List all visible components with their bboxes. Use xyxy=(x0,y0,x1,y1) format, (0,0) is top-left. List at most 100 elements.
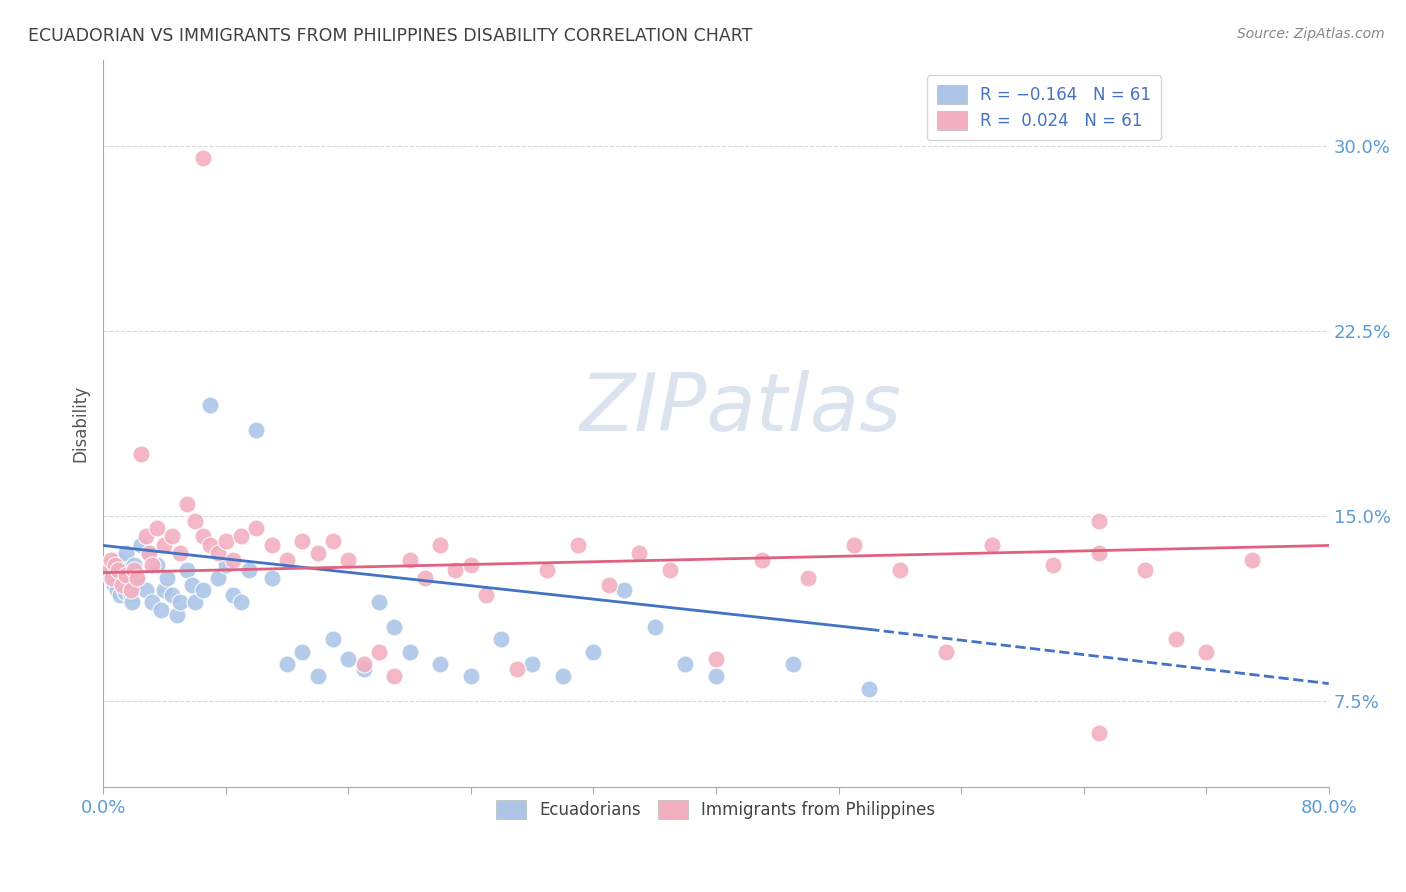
Text: ECUADORIAN VS IMMIGRANTS FROM PHILIPPINES DISABILITY CORRELATION CHART: ECUADORIAN VS IMMIGRANTS FROM PHILIPPINE… xyxy=(28,27,752,45)
Point xyxy=(166,607,188,622)
Point xyxy=(398,644,420,658)
Point xyxy=(398,553,420,567)
Point xyxy=(322,632,344,647)
Point xyxy=(107,553,129,567)
Point xyxy=(644,620,666,634)
Point xyxy=(475,588,498,602)
Point xyxy=(551,669,574,683)
Point xyxy=(491,632,513,647)
Point xyxy=(1088,726,1111,740)
Point xyxy=(291,644,314,658)
Point xyxy=(1241,553,1264,567)
Point xyxy=(191,582,214,597)
Point xyxy=(125,570,148,584)
Point xyxy=(125,570,148,584)
Point xyxy=(141,595,163,609)
Point xyxy=(207,570,229,584)
Point xyxy=(156,570,179,584)
Point xyxy=(145,521,167,535)
Point xyxy=(135,582,157,597)
Point xyxy=(889,563,911,577)
Point xyxy=(138,546,160,560)
Point xyxy=(207,546,229,560)
Point xyxy=(115,546,138,560)
Point xyxy=(110,578,132,592)
Point xyxy=(291,533,314,548)
Point xyxy=(1195,644,1218,658)
Point xyxy=(337,553,360,567)
Point xyxy=(353,662,375,676)
Legend: Ecuadorians, Immigrants from Philippines: Ecuadorians, Immigrants from Philippines xyxy=(489,794,942,826)
Point xyxy=(429,657,451,671)
Point xyxy=(520,657,543,671)
Point xyxy=(842,539,865,553)
Text: ZIPatlas: ZIPatlas xyxy=(579,370,901,448)
Point xyxy=(276,657,298,671)
Point xyxy=(1088,514,1111,528)
Point xyxy=(460,669,482,683)
Point xyxy=(704,669,727,683)
Point xyxy=(104,558,127,573)
Point xyxy=(107,563,129,577)
Point xyxy=(120,588,142,602)
Point xyxy=(191,528,214,542)
Point xyxy=(153,582,176,597)
Point xyxy=(176,497,198,511)
Point xyxy=(118,578,141,592)
Point xyxy=(413,570,436,584)
Point xyxy=(131,539,153,553)
Point xyxy=(114,585,136,599)
Point xyxy=(1088,546,1111,560)
Point xyxy=(307,669,329,683)
Point xyxy=(582,644,605,658)
Point xyxy=(98,563,121,577)
Point xyxy=(100,570,122,584)
Point xyxy=(260,539,283,553)
Point xyxy=(110,568,132,582)
Point xyxy=(245,521,267,535)
Point xyxy=(105,582,128,597)
Point xyxy=(103,578,125,592)
Point xyxy=(112,573,135,587)
Point xyxy=(138,546,160,560)
Point xyxy=(200,398,222,412)
Point xyxy=(858,681,880,696)
Point xyxy=(751,553,773,567)
Point xyxy=(141,558,163,573)
Point xyxy=(536,563,558,577)
Point xyxy=(120,582,142,597)
Point xyxy=(184,514,207,528)
Point xyxy=(567,539,589,553)
Point xyxy=(215,558,238,573)
Point xyxy=(153,539,176,553)
Point xyxy=(322,533,344,548)
Point xyxy=(100,553,122,567)
Point xyxy=(782,657,804,671)
Point xyxy=(444,563,467,577)
Point xyxy=(307,546,329,560)
Point xyxy=(229,528,252,542)
Point xyxy=(169,546,191,560)
Point xyxy=(181,578,204,592)
Point xyxy=(169,595,191,609)
Point xyxy=(108,588,131,602)
Point xyxy=(1164,632,1187,647)
Point xyxy=(176,563,198,577)
Point xyxy=(1133,563,1156,577)
Point xyxy=(101,570,124,584)
Point xyxy=(145,558,167,573)
Point xyxy=(613,582,636,597)
Point xyxy=(222,553,245,567)
Point xyxy=(135,528,157,542)
Point xyxy=(117,563,139,577)
Point xyxy=(122,558,145,573)
Point xyxy=(115,568,138,582)
Point xyxy=(121,595,143,609)
Point xyxy=(337,652,360,666)
Point xyxy=(101,558,124,573)
Point xyxy=(260,570,283,584)
Point xyxy=(184,595,207,609)
Point xyxy=(222,588,245,602)
Point xyxy=(797,570,820,584)
Point xyxy=(429,539,451,553)
